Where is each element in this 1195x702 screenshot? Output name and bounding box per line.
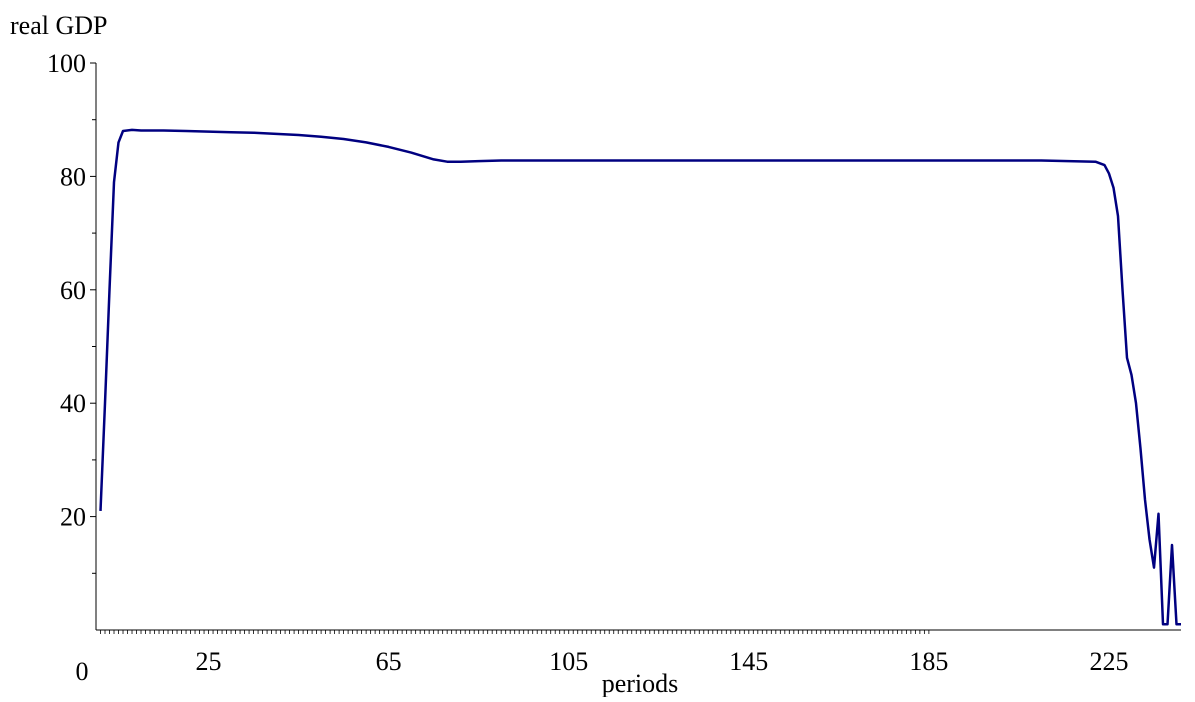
y-tick-label: 80 — [60, 162, 86, 191]
y-tick-label: 100 — [47, 49, 86, 78]
series-line — [101, 130, 1182, 624]
x-tick-label: 105 — [549, 647, 588, 676]
axes — [96, 63, 1181, 630]
x-tick-label: 185 — [909, 647, 948, 676]
ticks — [90, 63, 929, 634]
y-tick-label: 20 — [60, 503, 86, 532]
y-tick-label: 40 — [60, 389, 86, 418]
series-group — [101, 130, 1182, 624]
x-tick-label: 25 — [196, 647, 222, 676]
x-tick-label: 145 — [729, 647, 768, 676]
tick-labels: 20 40 60 80 100 0 25 65 105 145 185 225 — [47, 49, 1128, 686]
y-axis-label: real GDP — [10, 11, 107, 40]
x-tick-label: 0 — [76, 657, 89, 686]
x-tick-label: 65 — [376, 647, 402, 676]
x-axis-label: periods — [602, 669, 679, 697]
x-tick-label: 225 — [1089, 647, 1128, 676]
y-tick-label: 60 — [60, 276, 86, 305]
